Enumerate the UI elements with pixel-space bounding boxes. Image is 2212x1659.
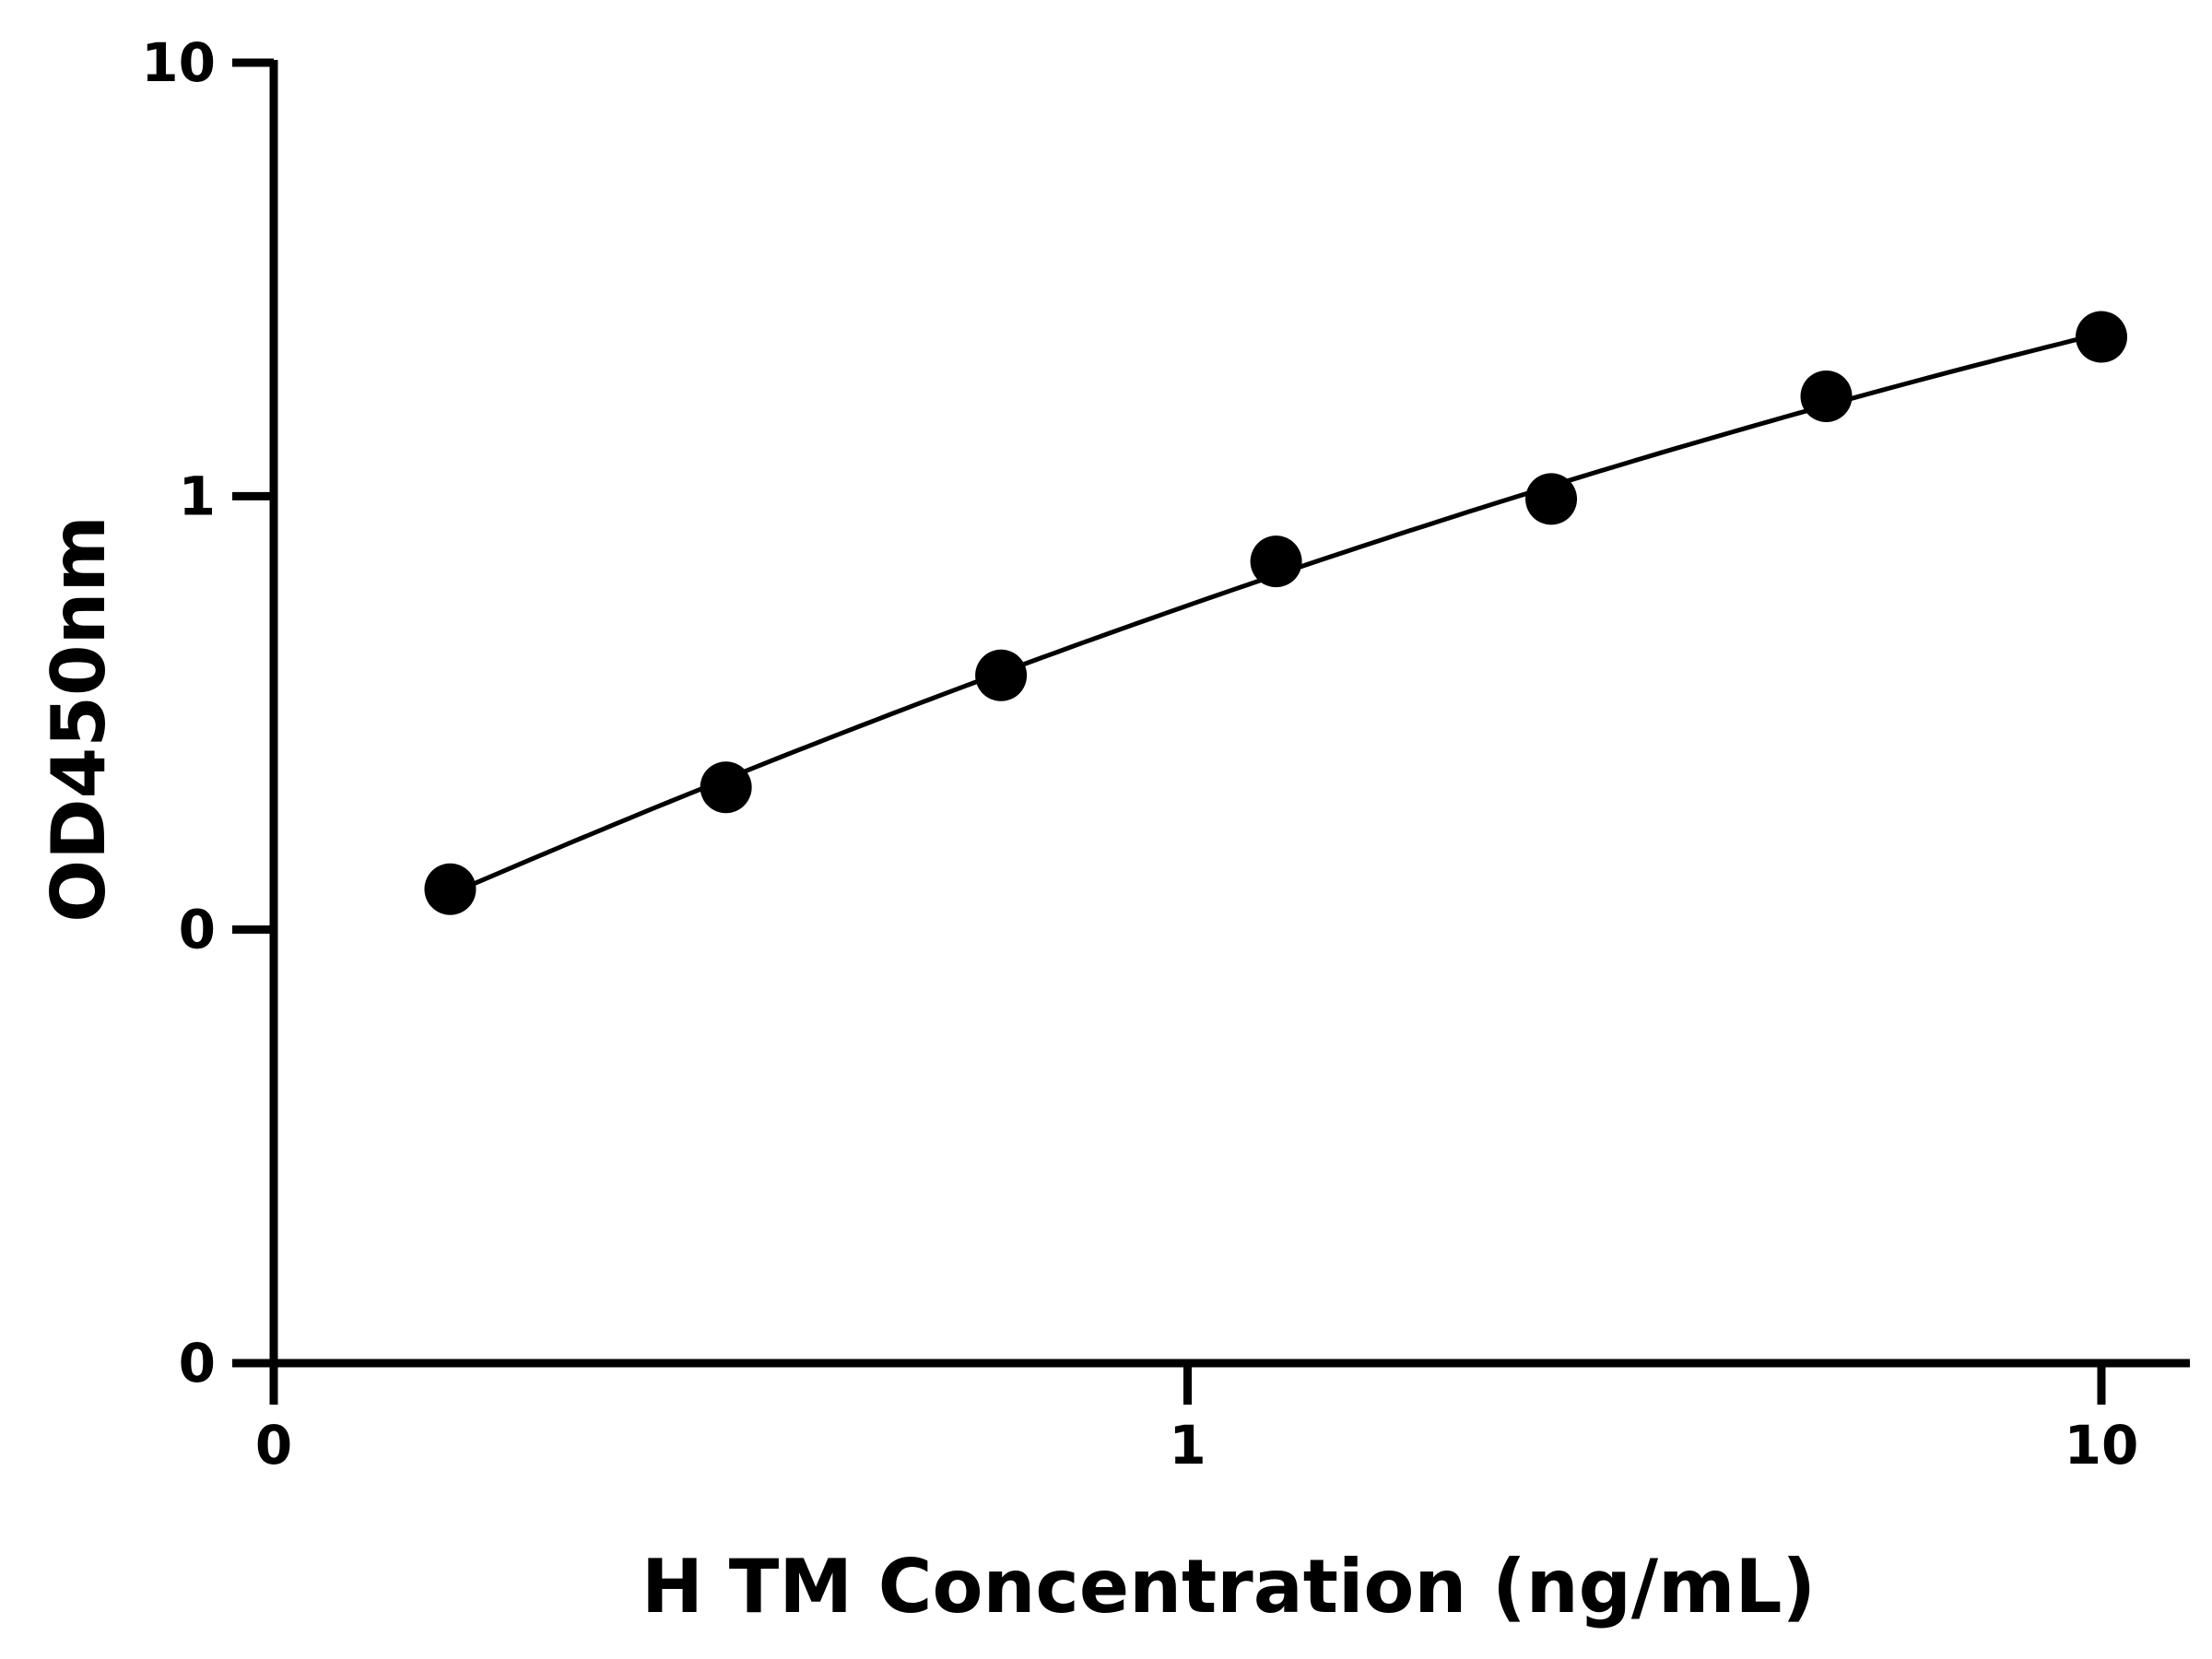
y-tick-label: 0 [179, 899, 216, 961]
x-axis-title: H TM Concentration (ng/mL) [641, 1544, 1816, 1630]
data-point [1250, 535, 1302, 588]
y-ticks: 0 0 1 10 [141, 31, 274, 1394]
data-point [1800, 370, 1853, 422]
x-tick-label: 1 [1169, 1414, 1206, 1477]
data-point [424, 863, 477, 915]
data-point [700, 761, 752, 814]
fit-curve [449, 331, 2102, 897]
y-axis-title: OD450nm [36, 515, 122, 923]
y-tick-label: 10 [141, 31, 216, 94]
y-tick-label: 1 [179, 465, 216, 527]
x-ticks: 0 1 10 [255, 1363, 2139, 1477]
data-points [424, 311, 2127, 915]
data-point [975, 649, 1028, 701]
y-tick-label: 0 [179, 1332, 216, 1394]
x-tick-label: 10 [2065, 1414, 2139, 1477]
data-point [1525, 473, 1578, 525]
data-point [2076, 311, 2127, 363]
x-tick-label: 0 [255, 1414, 292, 1477]
